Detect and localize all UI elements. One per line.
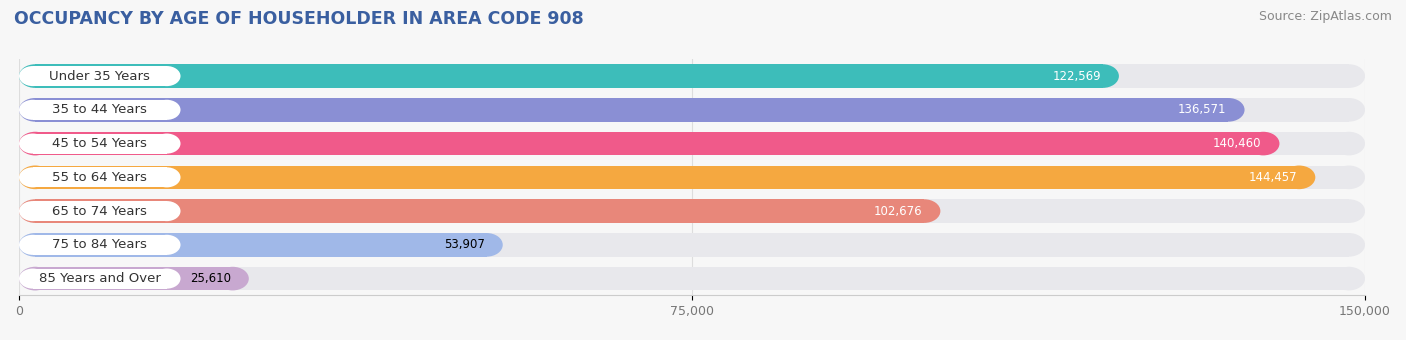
- Ellipse shape: [153, 201, 180, 221]
- Ellipse shape: [1333, 64, 1365, 88]
- Bar: [32, 235, 167, 255]
- Text: 65 to 74 Years: 65 to 74 Years: [52, 205, 148, 218]
- Ellipse shape: [153, 269, 180, 289]
- Ellipse shape: [20, 98, 52, 122]
- Bar: [32, 201, 167, 221]
- Ellipse shape: [20, 235, 46, 255]
- Ellipse shape: [1333, 132, 1365, 155]
- Ellipse shape: [20, 132, 52, 155]
- Text: 122,569: 122,569: [1052, 70, 1101, 83]
- Ellipse shape: [20, 269, 46, 289]
- Ellipse shape: [1247, 132, 1279, 155]
- Ellipse shape: [1333, 233, 1365, 257]
- Ellipse shape: [20, 64, 52, 88]
- Text: Source: ZipAtlas.com: Source: ZipAtlas.com: [1258, 10, 1392, 23]
- Ellipse shape: [20, 66, 46, 86]
- Text: 53,907: 53,907: [444, 238, 485, 251]
- Ellipse shape: [20, 100, 46, 120]
- Ellipse shape: [153, 134, 180, 154]
- Ellipse shape: [20, 166, 52, 189]
- Ellipse shape: [1333, 166, 1365, 189]
- Text: 55 to 64 Years: 55 to 64 Years: [52, 171, 148, 184]
- Bar: [35, 132, 1263, 155]
- Ellipse shape: [20, 233, 52, 257]
- Bar: [32, 269, 167, 289]
- Bar: [35, 267, 1348, 290]
- Bar: [35, 166, 1348, 189]
- Ellipse shape: [153, 167, 180, 187]
- Bar: [35, 199, 1348, 223]
- Bar: [35, 199, 924, 223]
- Text: Under 35 Years: Under 35 Years: [49, 70, 150, 83]
- Bar: [35, 132, 1348, 155]
- Bar: [32, 100, 167, 120]
- Bar: [35, 98, 1348, 122]
- Text: OCCUPANCY BY AGE OF HOUSEHOLDER IN AREA CODE 908: OCCUPANCY BY AGE OF HOUSEHOLDER IN AREA …: [14, 10, 583, 28]
- Ellipse shape: [20, 199, 52, 223]
- Ellipse shape: [1087, 64, 1119, 88]
- Ellipse shape: [20, 167, 46, 187]
- Ellipse shape: [1284, 166, 1316, 189]
- Ellipse shape: [153, 100, 180, 120]
- Ellipse shape: [908, 199, 941, 223]
- Bar: [35, 98, 1229, 122]
- Text: 136,571: 136,571: [1178, 103, 1226, 116]
- Ellipse shape: [1212, 98, 1244, 122]
- Bar: [35, 64, 1102, 88]
- Text: 75 to 84 Years: 75 to 84 Years: [52, 238, 148, 251]
- Ellipse shape: [20, 64, 52, 88]
- Bar: [35, 233, 1348, 257]
- Bar: [35, 166, 1299, 189]
- Text: 102,676: 102,676: [873, 205, 922, 218]
- Text: 85 Years and Over: 85 Years and Over: [39, 272, 160, 285]
- Ellipse shape: [153, 66, 180, 86]
- Text: 25,610: 25,610: [190, 272, 231, 285]
- Ellipse shape: [20, 233, 52, 257]
- Bar: [35, 64, 1348, 88]
- Ellipse shape: [1333, 267, 1365, 290]
- Text: 35 to 44 Years: 35 to 44 Years: [52, 103, 148, 116]
- Ellipse shape: [20, 267, 52, 290]
- Bar: [32, 167, 167, 187]
- Ellipse shape: [20, 199, 52, 223]
- Bar: [32, 66, 167, 86]
- Text: 144,457: 144,457: [1249, 171, 1298, 184]
- Ellipse shape: [20, 201, 46, 221]
- Ellipse shape: [153, 235, 180, 255]
- Ellipse shape: [20, 134, 46, 154]
- Ellipse shape: [20, 166, 52, 189]
- Ellipse shape: [20, 267, 52, 290]
- Ellipse shape: [1333, 199, 1365, 223]
- Bar: [35, 267, 232, 290]
- Bar: [32, 134, 167, 154]
- Ellipse shape: [217, 267, 249, 290]
- Ellipse shape: [1333, 98, 1365, 122]
- Bar: [35, 233, 486, 257]
- Ellipse shape: [20, 98, 52, 122]
- Text: 140,460: 140,460: [1213, 137, 1261, 150]
- Ellipse shape: [20, 132, 52, 155]
- Text: 45 to 54 Years: 45 to 54 Years: [52, 137, 148, 150]
- Ellipse shape: [471, 233, 503, 257]
